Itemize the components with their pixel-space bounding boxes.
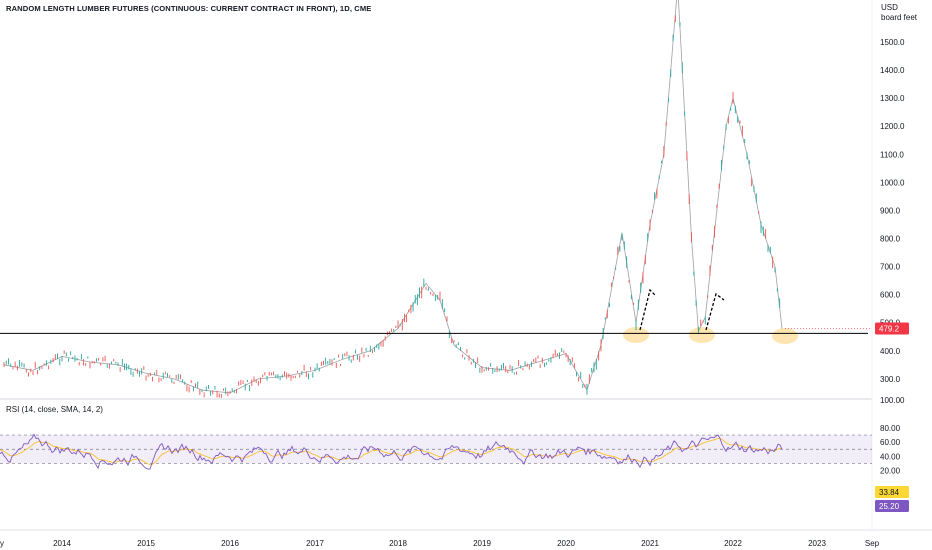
annotation-arrows xyxy=(639,288,725,331)
price-tick-label: 900.0 xyxy=(880,206,901,215)
support-touch-highlights xyxy=(623,327,798,344)
price-trend-line xyxy=(3,0,783,394)
pane-separator xyxy=(0,0,932,531)
time-tick-label: 2020 xyxy=(557,539,575,548)
price-tick-label: 1400.0 xyxy=(880,66,905,75)
chart-title: RANDOM LENGTH LUMBER FUTURES (CONTINUOUS… xyxy=(6,4,372,13)
support-line xyxy=(0,328,872,334)
unit-label: board feet xyxy=(881,13,918,22)
rsi-ma-badge-bg xyxy=(875,486,909,498)
time-tick-label: 2014 xyxy=(53,539,71,548)
dashed-arrow xyxy=(639,288,657,331)
price-tick-label: 600.0 xyxy=(880,291,901,300)
price-tick-label: 1300.0 xyxy=(880,94,905,103)
price-axis: 1500.0 1400.0 1300.0 1200.0 1100.0 1000.0 900.… xyxy=(880,38,905,405)
price-unit-label: USD board feet xyxy=(881,3,917,23)
price-tick-label: 1100.0 xyxy=(880,150,904,159)
dashed-arrow xyxy=(705,292,725,331)
time-tick-label: May xyxy=(0,539,4,548)
rsi-indicator-label[interactable]: RSI (14, close, SMA, 14, 2) xyxy=(6,405,103,414)
price-tick-label: 400.0 xyxy=(880,347,901,356)
rsi-axis: 80.00 60.00 40.00 20.00 xyxy=(880,424,901,475)
currency-label: USD xyxy=(881,3,898,12)
time-tick-label: 2023 xyxy=(808,539,826,548)
rsi-tick-label: 60.00 xyxy=(880,438,901,447)
price-tick-label: 300.0 xyxy=(880,375,901,384)
time-tick-label: 2022 xyxy=(724,539,742,548)
rsi-series xyxy=(0,433,783,470)
price-tick-label: 100.00 xyxy=(880,396,905,405)
time-tick-label: 2016 xyxy=(221,539,239,548)
time-tick-label: 2018 xyxy=(389,539,407,548)
time-axis: May 2014 2015 2016 2017 2018 2019 2020 2021 2022 2… xyxy=(0,539,880,548)
rsi-ma-badge: 33.84 xyxy=(879,488,900,497)
value-badges: 479.2 33.84 25.20 xyxy=(875,322,909,512)
rsi-tick-label: 20.00 xyxy=(880,466,901,475)
rsi-value-badge-bg xyxy=(875,500,909,512)
price-series xyxy=(3,0,783,398)
time-tick-label: 2015 xyxy=(137,539,155,548)
last-price-badge: 479.2 xyxy=(879,325,900,334)
time-tick-label: 2021 xyxy=(641,539,659,548)
time-tick-label: 2017 xyxy=(306,539,324,548)
price-tick-label: 700.0 xyxy=(880,263,901,272)
rsi-tick-label: 80.00 xyxy=(880,424,901,433)
time-tick-label: Sep xyxy=(865,539,880,548)
support-touch-marker xyxy=(623,327,649,343)
rsi-line xyxy=(0,433,783,470)
price-tick-label: 1000.0 xyxy=(880,178,905,187)
rsi-value-badge: 25.20 xyxy=(879,502,900,511)
time-tick-label: 2019 xyxy=(473,539,491,548)
price-tick-label: 800.0 xyxy=(880,234,901,243)
support-touch-marker xyxy=(689,327,715,343)
support-touch-marker xyxy=(772,328,798,344)
price-tick-label: 1200.0 xyxy=(880,122,905,131)
price-tick-label: 1500.0 xyxy=(880,38,905,47)
last-price-badge-bg xyxy=(875,322,909,335)
rsi-tick-label: 40.00 xyxy=(880,452,901,461)
